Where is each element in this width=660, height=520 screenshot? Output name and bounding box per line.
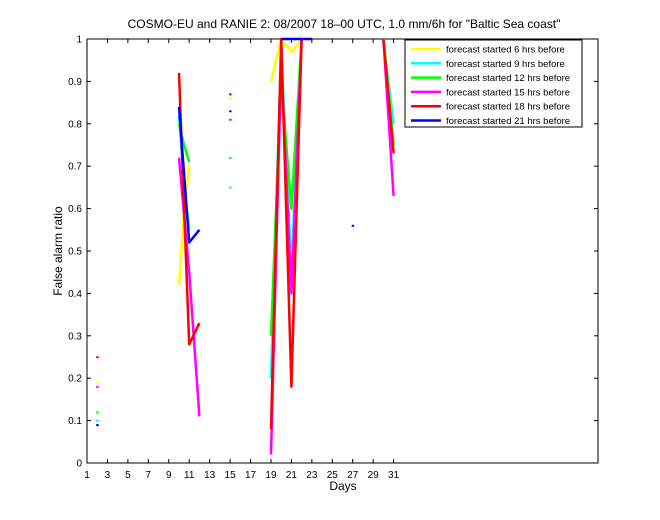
x-tick-label: 3 — [105, 470, 111, 481]
y-axis-label: False alarm ratio — [51, 206, 65, 296]
y-tick-label: 0.1 — [68, 416, 82, 427]
series-point — [96, 385, 99, 389]
x-tick-label: 23 — [306, 470, 318, 481]
x-tick-label: 27 — [347, 470, 359, 481]
y-tick-label: 1 — [76, 35, 82, 46]
series-point — [351, 224, 355, 228]
x-tick-label: 25 — [327, 470, 339, 481]
legend: forecast started 6 hrs before forecast st… — [404, 39, 583, 128]
x-tick-label: 11 — [184, 470, 195, 481]
series-point — [96, 419, 99, 423]
x-tick-label: 17 — [245, 470, 257, 481]
legend-label: forecast started 21 hrs before — [446, 116, 570, 127]
y-tick-label: 0.4 — [68, 289, 82, 300]
series-point — [228, 110, 232, 113]
series-point — [96, 381, 99, 384]
legend-label: forecast started 15 hrs before — [446, 87, 570, 98]
series-point — [228, 93, 232, 96]
series-point — [228, 118, 232, 122]
x-tick-label: 1 — [84, 470, 90, 481]
legend-label: forecast started 9 hrs before — [446, 59, 565, 70]
series-line — [382, 38, 395, 154]
series-point — [96, 423, 99, 427]
legend-label: forecast started 12 hrs before — [446, 73, 570, 84]
x-tick-label: 5 — [125, 470, 131, 481]
x-tick-label: 9 — [166, 470, 172, 481]
y-tick-label: 0.7 — [68, 162, 82, 173]
legend-label: forecast started 6 hrs before — [446, 45, 565, 56]
series-line — [269, 37, 303, 430]
y-axis: 0 0.1 0.2 0.3 0.4 0.5 0.6 0.7 0.8 0.9 1 — [68, 35, 598, 470]
y-tick-label: 0.5 — [68, 247, 82, 258]
chart-title: COSMO-EU and RANIE 2: 08/2007 18–00 UTC,… — [128, 17, 561, 31]
y-tick-label: 0.2 — [68, 374, 82, 385]
x-tick-label: 13 — [204, 470, 216, 481]
series-point — [96, 411, 99, 414]
y-tick-label: 0.6 — [68, 204, 82, 215]
x-axis-label: Days — [329, 479, 356, 493]
legend-box — [404, 39, 583, 128]
series-layer — [96, 37, 395, 455]
x-tick-label: 7 — [146, 470, 152, 481]
series-point — [228, 156, 232, 160]
x-tick-label: 31 — [388, 470, 400, 481]
x-tick-label: 19 — [265, 470, 277, 481]
x-tick-label: 21 — [286, 470, 298, 481]
legend-label: forecast started 18 hrs before — [446, 102, 570, 113]
y-tick-label: 0.8 — [68, 119, 82, 130]
series-point — [96, 356, 99, 359]
series-line — [177, 106, 201, 244]
x-tick-label: 15 — [225, 470, 237, 481]
y-tick-label: 0.3 — [68, 331, 82, 342]
series-6 — [96, 37, 355, 427]
series-line — [269, 37, 303, 82]
y-tick-label: 0.9 — [68, 77, 82, 88]
series-point — [228, 97, 232, 100]
series-point — [228, 186, 232, 189]
x-axis: 1 3 5 7 9 11 13 15 17 19 21 23 25 27 29 31 — [84, 39, 400, 481]
y-tick-label: 0 — [76, 459, 82, 470]
x-tick-label: 29 — [368, 470, 380, 481]
